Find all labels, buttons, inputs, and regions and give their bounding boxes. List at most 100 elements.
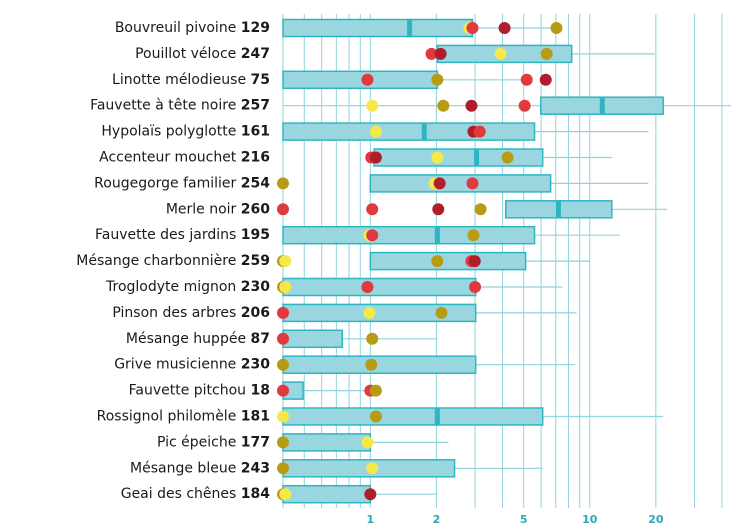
- count: 243: [241, 460, 270, 476]
- box: [282, 225, 536, 245]
- dot: [361, 73, 374, 86]
- count: 259: [241, 253, 270, 269]
- species-name: Mésange bleue: [130, 460, 236, 476]
- dot: [501, 151, 514, 164]
- dot: [277, 306, 289, 319]
- count: 230: [241, 279, 270, 295]
- count: 129: [241, 20, 270, 36]
- dot: [473, 125, 486, 138]
- dot: [364, 488, 377, 501]
- dot: [466, 22, 479, 34]
- box: [369, 174, 552, 193]
- box: [282, 277, 477, 297]
- dot: [277, 358, 289, 371]
- x-tick-label: 10: [582, 513, 598, 526]
- dot: [539, 73, 552, 86]
- dot: [466, 177, 479, 190]
- box: [373, 148, 544, 167]
- row-label: Fauvette des jardins 195: [95, 227, 270, 243]
- box: [282, 70, 439, 90]
- species-name: Hypolaïs polyglotte: [101, 124, 236, 140]
- species-name: Rossignol philomèle: [97, 409, 237, 425]
- dot: [277, 384, 289, 397]
- dot: [277, 332, 289, 345]
- box: [282, 122, 536, 141]
- row-label: Merle noir 260: [166, 201, 270, 217]
- count: 247: [241, 46, 270, 62]
- dot: [425, 47, 438, 60]
- species-name: Fauvette des jardins: [95, 227, 236, 243]
- count: 216: [241, 150, 270, 166]
- dot: [369, 151, 382, 164]
- dot: [498, 22, 511, 34]
- row-label: Fauvette pitchou 18: [129, 383, 270, 399]
- species-name: Rougegorge familier: [94, 175, 236, 191]
- x-tick-label: 2: [433, 513, 441, 526]
- count: 254: [241, 175, 270, 191]
- dot: [520, 73, 533, 86]
- median: [434, 226, 440, 244]
- row-label: Geai des chênes 184: [121, 486, 271, 502]
- dot: [469, 281, 482, 293]
- x-tick-label: 20: [648, 513, 664, 526]
- x-tick-label: 1: [367, 513, 375, 526]
- dot: [365, 358, 378, 371]
- box: [282, 433, 372, 452]
- dot: [361, 281, 374, 293]
- dot: [434, 47, 447, 60]
- row-label: Mésange charbonnière 259: [76, 253, 270, 269]
- row-label: Pouillot véloce 247: [135, 46, 270, 62]
- species-name: Pinson des arbres: [112, 305, 236, 321]
- species-name: Mésange charbonnière: [76, 253, 236, 269]
- dot: [366, 203, 379, 216]
- dot: [361, 436, 374, 449]
- species-name: Fauvette à tête noire: [90, 98, 236, 114]
- dot: [277, 462, 289, 475]
- row-label: Pinson des arbres 206: [112, 305, 270, 321]
- median: [407, 19, 413, 37]
- species-name: Accenteur mouchet: [99, 150, 237, 166]
- dot: [465, 99, 478, 112]
- count: 18: [251, 383, 270, 399]
- row-label: Mésange huppée 87: [126, 331, 270, 347]
- x-tick-label: 5: [520, 513, 528, 526]
- dot: [279, 281, 292, 293]
- row-label: Accenteur mouchet 216: [99, 150, 270, 166]
- box: [282, 484, 372, 504]
- dot: [550, 22, 563, 34]
- dot: [366, 332, 379, 345]
- dot: [467, 229, 480, 242]
- row-label: Bouvreuil pivoine 129: [115, 20, 270, 36]
- row-label: Fauvette à tête noire 257: [90, 98, 270, 114]
- dot: [437, 99, 450, 112]
- dot: [277, 177, 289, 190]
- dot: [369, 384, 382, 397]
- dot: [277, 410, 289, 423]
- species-name: Linotte mélodieuse: [112, 72, 246, 88]
- dot: [474, 203, 487, 216]
- species-name: Merle noir: [166, 201, 237, 217]
- dot: [277, 436, 289, 449]
- count: 177: [241, 434, 270, 450]
- count: 257: [241, 98, 270, 114]
- dot: [279, 488, 292, 501]
- median: [421, 123, 427, 141]
- count: 75: [251, 72, 270, 88]
- dot: [518, 99, 531, 112]
- dot: [494, 47, 507, 60]
- box: [282, 355, 477, 374]
- dot: [366, 99, 379, 112]
- species-name: Grive musicienne: [114, 357, 236, 373]
- dot: [432, 203, 445, 216]
- count: 181: [241, 409, 270, 425]
- dot: [279, 255, 292, 268]
- row-label: Troglodyte mignon 230: [105, 279, 270, 295]
- count: 230: [241, 357, 270, 373]
- count: 87: [251, 331, 270, 347]
- species-name: Mésange huppée: [126, 331, 246, 347]
- species-name: Bouvreuil pivoine: [115, 20, 237, 36]
- median: [434, 408, 440, 425]
- dot: [369, 410, 382, 423]
- count: 206: [241, 305, 270, 321]
- box: [369, 251, 527, 271]
